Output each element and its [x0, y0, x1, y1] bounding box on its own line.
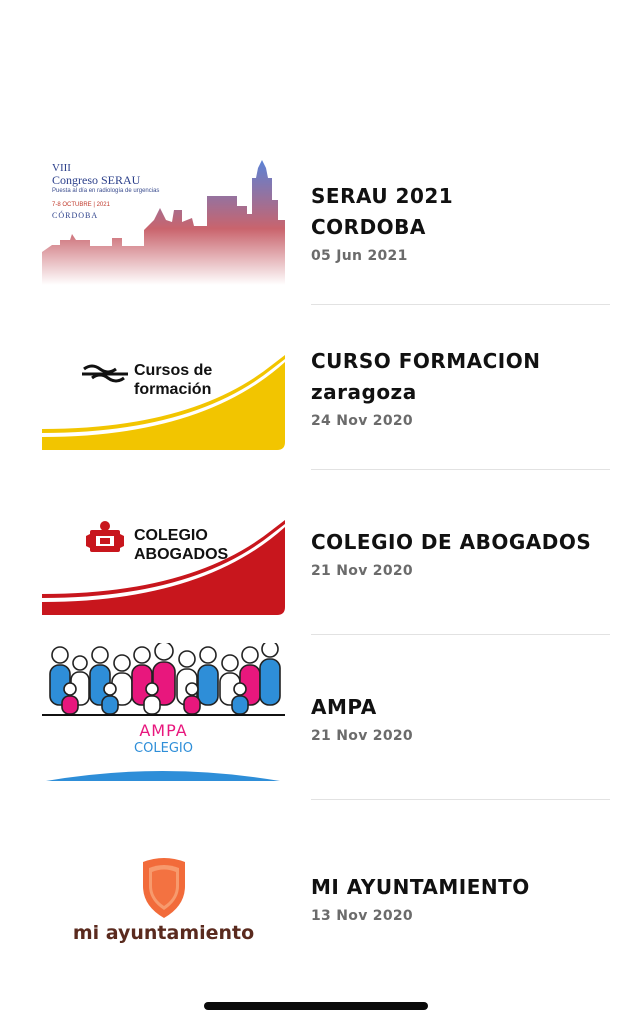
thumbnail-colegio: COLEGIO ABOGADOS [42, 490, 285, 615]
list-item[interactable]: mi ayuntamiento MI AYUNTAMIENTO 13 Nov 2… [0, 800, 628, 995]
thumb-text: VIII [52, 162, 71, 174]
shield-icon [143, 857, 185, 918]
thumb-text: Cursos de [134, 362, 213, 379]
item-date: 21 Nov 2020 [311, 727, 413, 744]
divider [311, 469, 610, 470]
serau-skyline-image [42, 160, 285, 285]
item-title: SERAU 2021 [311, 184, 454, 208]
thumbnail-ayuntamiento: mi ayuntamiento [42, 848, 285, 948]
list-item[interactable]: VIII Congreso SERAU Puesta al día en rad… [0, 140, 628, 305]
list-item[interactable]: COLEGIO ABOGADOS COLEGIO DE ABOGADOS 21 … [0, 470, 628, 635]
coat-of-arms-icon [86, 521, 124, 552]
thumb-text: ABOGADOS [134, 546, 229, 563]
colegio-card-image [42, 520, 285, 615]
thumb-text: formación [134, 381, 212, 398]
item-info: SERAU 2021 CORDOBA 05 Jun 2021 [311, 181, 610, 264]
item-title: CURSO FORMACION [311, 349, 541, 373]
thumb-text: CÓRDOBA [52, 211, 99, 220]
item-date: 05 Jun 2021 [311, 248, 408, 264]
thumb-text: COLEGIO [134, 527, 208, 544]
thumb-text: 7-8 OCTUBRE | 2021 [52, 202, 110, 208]
thumbnail-ampa: AMPA COLEGIO [42, 643, 285, 793]
item-title: CORDOBA [311, 215, 426, 239]
item-title: zaragoza [311, 380, 417, 404]
divider [311, 799, 610, 800]
ampa-people-illustration [42, 643, 285, 781]
thumb-text: COLEGIO [134, 741, 193, 756]
item-info: MI AYUNTAMIENTO 13 Nov 2020 [311, 872, 610, 924]
thumb-text: Congreso SERAU [52, 173, 141, 187]
thumb-text: AMPA [139, 721, 188, 740]
list-item[interactable]: AMPA COLEGIO AMPA 21 Nov 2020 [0, 635, 628, 800]
item-date: 21 Nov 2020 [311, 562, 413, 579]
thumb-text: mi ayuntamiento [72, 921, 255, 944]
cursos-logo-icon [82, 364, 128, 383]
item-date: 13 Nov 2020 [311, 907, 413, 924]
item-date: 24 Nov 2020 [311, 413, 413, 429]
item-info: AMPA 21 Nov 2020 [311, 692, 610, 744]
divider [311, 304, 610, 305]
thumbnail-serau: VIII Congreso SERAU Puesta al día en rad… [42, 160, 285, 285]
item-info: CURSO FORMACION zaragoza 24 Nov 2020 [311, 346, 610, 429]
item-title: COLEGIO DE ABOGADOS [311, 529, 592, 554]
item-title: AMPA [311, 694, 377, 719]
divider [311, 634, 610, 635]
thumb-text: Puesta al día en radiología de urgencias [52, 188, 160, 194]
item-title: MI AYUNTAMIENTO [311, 874, 530, 899]
cursos-card-image [42, 325, 285, 450]
item-info: COLEGIO DE ABOGADOS 21 Nov 2020 [311, 527, 610, 579]
home-indicator[interactable] [204, 1002, 428, 1010]
thumbnail-cursos: Cursos de formación [42, 325, 285, 450]
list-item[interactable]: Cursos de formación CURSO FORMACION zara… [0, 305, 628, 470]
event-list: VIII Congreso SERAU Puesta al día en rad… [0, 140, 628, 995]
